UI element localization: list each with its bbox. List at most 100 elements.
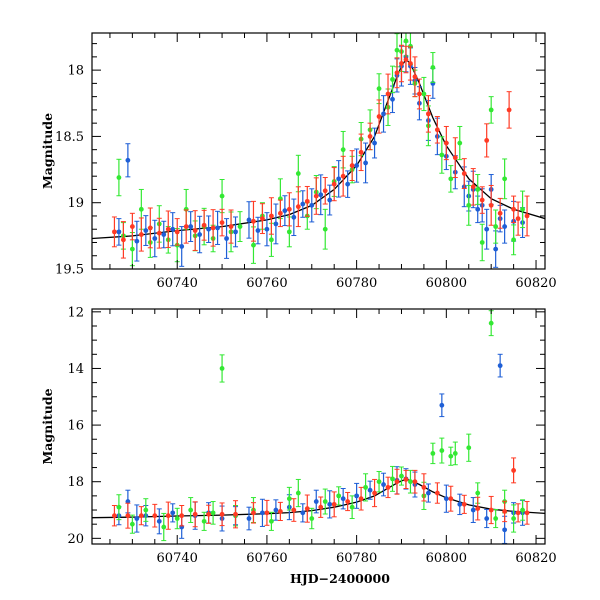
data-point (475, 174, 481, 205)
data-point (372, 127, 378, 159)
data-point (286, 486, 292, 511)
data-point (448, 446, 454, 466)
data-point (385, 73, 391, 115)
data-point (134, 504, 140, 533)
data-point (125, 502, 131, 529)
data-point (461, 158, 467, 189)
data-point (291, 198, 297, 237)
x-tick-label: 60740 (157, 276, 198, 291)
data-point (381, 95, 387, 133)
y-tick-label: 20 (67, 532, 84, 547)
x-tick-label: 60820 (515, 551, 556, 566)
data-point (493, 508, 499, 529)
data-point (138, 217, 144, 252)
data-point (354, 148, 360, 183)
data-point (511, 457, 517, 484)
data-point (381, 472, 387, 497)
data-point (443, 484, 449, 513)
data-point (502, 209, 508, 244)
data-point (461, 494, 467, 514)
data-point (470, 168, 476, 206)
plot-area (92, 33, 545, 268)
data-point (147, 207, 153, 249)
data-point (412, 469, 418, 494)
data-point (219, 502, 225, 527)
data-point (219, 208, 225, 237)
data-point (416, 78, 422, 110)
data-point (295, 154, 301, 193)
data-point (313, 489, 319, 514)
data-point (152, 219, 158, 258)
data-point (192, 501, 198, 528)
data-point (412, 56, 418, 98)
data-point (304, 494, 310, 523)
data-point (452, 137, 458, 179)
data-point (152, 503, 158, 528)
data-point (268, 197, 274, 235)
y-tick-label: 16 (67, 419, 84, 434)
data-point (143, 215, 149, 246)
data-point (268, 511, 274, 531)
data-point (300, 190, 306, 218)
data-point (327, 184, 333, 216)
data-point (340, 488, 346, 510)
data-point (273, 499, 279, 521)
axes-frame (91, 32, 546, 270)
y-axis-label: Magnitude (40, 113, 55, 189)
data-point (250, 502, 256, 524)
data-point (358, 486, 364, 511)
data-point (430, 52, 436, 83)
data-point (398, 44, 404, 83)
data-point (327, 490, 333, 519)
data-point (394, 468, 400, 495)
data-point (174, 218, 180, 246)
data-point (188, 497, 194, 523)
data-point (479, 186, 485, 214)
data-point (134, 220, 140, 262)
data-point (161, 512, 167, 542)
data-point (511, 195, 517, 224)
data-point (354, 482, 360, 509)
data-point (277, 199, 283, 228)
data-point (219, 354, 225, 383)
data-point (165, 501, 171, 530)
y-tick-label: 14 (67, 362, 84, 377)
data-point (111, 216, 117, 248)
data-point (425, 483, 431, 503)
data-point (497, 197, 503, 229)
y-tick-label: 12 (67, 305, 84, 320)
data-point (376, 73, 382, 105)
y-tick-label: 19 (67, 196, 84, 211)
data-point (506, 91, 512, 129)
data-point (479, 223, 485, 262)
data-point (425, 95, 431, 133)
data-point (488, 96, 494, 124)
data-point (264, 499, 270, 526)
data-point (376, 471, 382, 493)
data-point (434, 116, 440, 144)
data-point (524, 195, 530, 237)
data-point (309, 188, 315, 223)
data-point (201, 209, 207, 241)
data-point (201, 511, 207, 531)
y-tick-label: 18 (67, 64, 84, 79)
x-axis-label: HJD−2400000 (290, 571, 390, 586)
data-point (246, 506, 252, 531)
data-point (502, 158, 508, 200)
data-point (457, 125, 463, 161)
axes-frame (91, 308, 546, 545)
data-point (394, 57, 400, 89)
data-point (331, 167, 337, 202)
data-point (125, 143, 131, 178)
data-point (452, 441, 458, 466)
data-point (282, 195, 288, 227)
data-point (233, 500, 239, 529)
data-point (421, 473, 427, 502)
series-2 (111, 457, 530, 530)
data-point (210, 209, 216, 247)
data-point (273, 203, 279, 245)
data-point (179, 504, 185, 527)
data-point (457, 493, 463, 516)
data-point (286, 216, 292, 248)
